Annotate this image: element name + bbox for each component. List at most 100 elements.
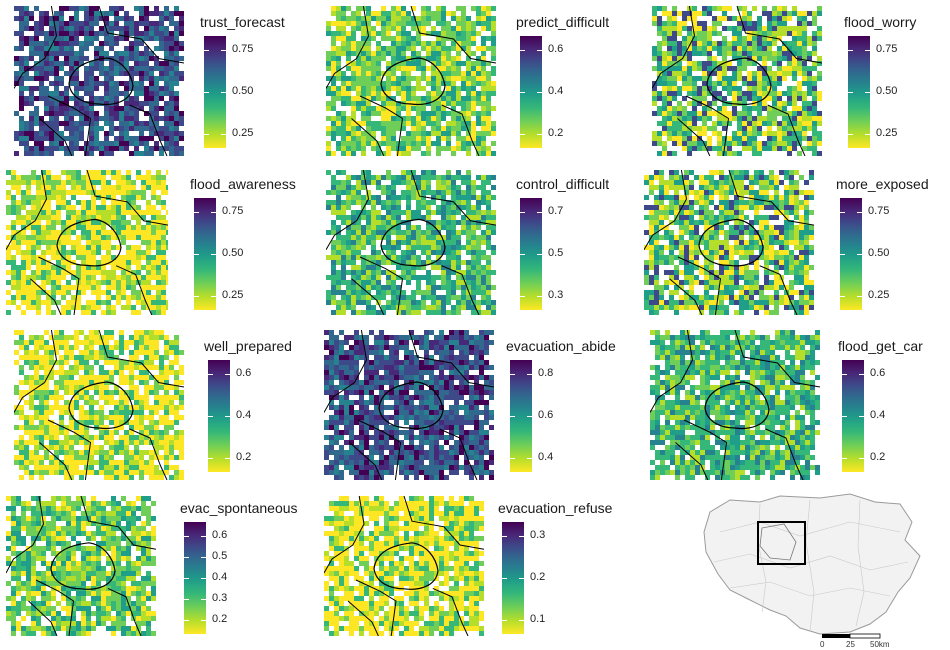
tick-mark <box>857 212 862 213</box>
city-boundary <box>380 218 446 267</box>
map-evac-spontaneous <box>6 496 156 636</box>
tick-mark <box>201 557 206 558</box>
map-well-prepared <box>14 330 184 480</box>
department-boundaries <box>14 6 184 156</box>
city-boundary <box>698 218 764 267</box>
tick-mark <box>211 254 216 255</box>
tick-mark <box>842 374 847 375</box>
overview-inset-map <box>703 493 921 639</box>
tick-label: 0.5 <box>212 550 228 562</box>
tick-mark <box>519 578 524 579</box>
map-trust-forecast <box>14 6 184 156</box>
legend-title-well-prepared: well_prepared <box>204 338 292 354</box>
tick-mark <box>842 458 847 459</box>
legend-title-more-exposed: more_exposed <box>836 176 929 192</box>
tick-label: 0.4 <box>870 409 886 421</box>
tick-label: 0.25 <box>222 289 244 301</box>
map-control-difficult <box>326 170 496 315</box>
tick-label: 0.7 <box>548 205 564 217</box>
city-boundary <box>50 542 116 590</box>
tick-label: 0.3 <box>212 592 228 604</box>
colorbar-control-difficult <box>520 198 542 310</box>
raster-cells <box>14 6 184 156</box>
map-more-exposed <box>644 170 814 315</box>
tick-mark <box>840 212 845 213</box>
tick-mark <box>204 50 209 51</box>
legend-title-control-difficult: control_difficult <box>516 176 610 192</box>
tick-label: 0.6 <box>212 529 228 541</box>
tick-label: 0.8 <box>538 367 554 379</box>
department-boundaries <box>650 330 820 480</box>
tick-label: 0.1 <box>530 613 546 625</box>
map-predict-difficult <box>326 6 496 156</box>
tick-label: 0.6 <box>538 409 554 421</box>
colorbar-trust-forecast <box>204 36 226 148</box>
raster-cells <box>326 6 496 156</box>
tick-mark <box>204 134 209 135</box>
raster-cells <box>324 330 494 480</box>
city-boundary <box>56 218 122 267</box>
tick-mark <box>502 578 507 579</box>
tick-mark <box>510 416 515 417</box>
legend-title-evacuation-abide: evacuation_abide <box>506 338 616 354</box>
legend-title-flood-get-car: flood_get_car <box>838 338 923 354</box>
city-boundary <box>68 381 134 430</box>
scale-bar-dark <box>822 634 850 638</box>
tick-mark <box>184 557 189 558</box>
tick-label: 0.75 <box>222 205 244 217</box>
department-boundaries <box>324 330 494 480</box>
tick-mark <box>520 254 525 255</box>
tick-label: 0.25 <box>232 127 254 139</box>
tick-mark <box>221 50 226 51</box>
map-flood-get-car <box>650 330 820 480</box>
tick-mark <box>520 50 525 51</box>
tick-label: 0.2 <box>530 571 546 583</box>
department-boundaries <box>326 6 496 156</box>
tick-label: 0.4 <box>212 571 228 583</box>
tick-mark <box>194 296 199 297</box>
legend-title-flood-awareness: flood_awareness <box>190 176 296 192</box>
tick-mark <box>859 374 864 375</box>
tick-mark <box>527 416 532 417</box>
tick-label: 0.2 <box>236 451 252 463</box>
tick-mark <box>848 134 853 135</box>
tick-mark <box>859 458 864 459</box>
tick-mark <box>520 134 525 135</box>
tick-mark <box>201 620 206 621</box>
tick-mark <box>208 374 213 375</box>
tick-mark <box>519 536 524 537</box>
tick-label: 0.4 <box>236 409 252 421</box>
colorbar-more-exposed <box>840 198 862 310</box>
tick-mark <box>184 599 189 600</box>
tick-label: 0.4 <box>548 85 564 97</box>
tick-label: 0.50 <box>868 247 890 259</box>
tick-mark <box>537 50 542 51</box>
department-boundaries <box>324 496 484 636</box>
raster-cells <box>650 330 820 480</box>
tick-mark <box>184 620 189 621</box>
tick-mark <box>848 50 853 51</box>
commune-borders <box>713 499 909 633</box>
tick-mark <box>859 416 864 417</box>
tick-label: 0.50 <box>232 85 254 97</box>
department-boundaries <box>652 6 822 156</box>
tick-mark <box>865 50 870 51</box>
colorbar-predict-difficult <box>520 36 542 148</box>
tick-mark <box>502 536 507 537</box>
tick-label: 0.3 <box>530 529 546 541</box>
tick-mark <box>201 578 206 579</box>
scale-label-50km: 50km <box>870 640 890 649</box>
tick-mark <box>184 578 189 579</box>
tick-label: 0.6 <box>548 43 564 55</box>
tick-mark <box>537 254 542 255</box>
tick-label: 0.2 <box>870 451 886 463</box>
tick-label: 0.50 <box>222 247 244 259</box>
tick-mark <box>510 458 515 459</box>
department-line <box>759 523 797 561</box>
tick-mark <box>865 134 870 135</box>
department-boundaries <box>326 170 496 315</box>
city-boundary <box>378 381 444 430</box>
colorbar-evacuation-refuse <box>502 522 524 634</box>
tick-mark <box>225 416 230 417</box>
tick-mark <box>201 599 206 600</box>
